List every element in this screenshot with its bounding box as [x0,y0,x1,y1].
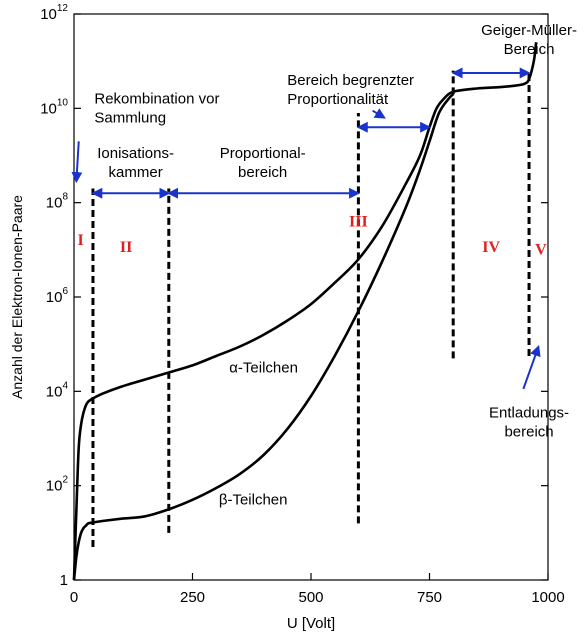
y-tick-label: 104 [46,380,69,400]
x-tick-label: 500 [298,589,323,606]
x-tick-label: 750 [417,589,442,606]
x-tick-label: 250 [180,589,205,606]
annotation-proportionalbereich: Proportional-bereich [220,145,306,181]
y-tick-label: 1010 [40,97,68,117]
annotation-begrenzt: Bereich begrenzter Proportionalität [287,72,414,108]
alpha-curve [72,42,538,581]
y-tick-label: 102 [46,475,69,495]
y-tick-label: 1012 [40,3,68,23]
annotation-entladung: Entladungs-bereich [489,404,569,440]
x-tick-label: 0 [70,589,78,606]
y-axis-label: Anzahl der Elektron-Ionen-Paare [9,195,25,399]
alpha-series-label: α-Teilchen [229,359,298,376]
beta-series-label: β-Teilchen [219,492,288,509]
region-boundaries [91,70,531,547]
region-label-v: V [535,242,547,259]
x-axis-ticks: 0 250 500 750 1000 [70,573,565,606]
x-axis-label: U [Volt] [287,615,335,632]
annotation-rekombination: Rekombination vor Sammlung [94,91,219,127]
annotation-arrows [71,67,541,390]
region-label-iv: IV [482,239,500,256]
y-tick-label: 1 [60,572,68,589]
region-label-i: I [78,232,84,249]
region-label-ii: II [120,239,132,256]
begrenzt-pointer-arrow [372,108,386,119]
x-tick-label: 1000 [531,589,564,606]
region-label-iii: III [349,213,368,230]
beta-curve [72,93,455,581]
entladung-arrow [522,344,541,390]
rekombination-arrow [71,141,83,184]
y-tick-label: 108 [46,192,69,212]
annotation-geiger: Geiger-Müller-Bereich [481,22,577,58]
annotation-ionisationskammer: Ionisations-kammer [97,145,174,181]
y-tick-label: 106 [46,286,69,306]
curves [72,42,538,581]
